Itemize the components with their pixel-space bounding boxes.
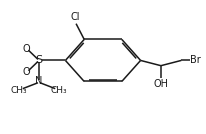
Text: S: S [35, 55, 43, 65]
Text: CH₃: CH₃ [51, 86, 68, 95]
Text: O: O [23, 44, 31, 54]
Text: OH: OH [153, 79, 169, 90]
Text: O: O [23, 67, 31, 77]
Text: CH₃: CH₃ [10, 86, 27, 95]
Text: Cl: Cl [70, 12, 80, 22]
Text: N: N [35, 76, 43, 86]
Text: Br: Br [190, 55, 201, 65]
